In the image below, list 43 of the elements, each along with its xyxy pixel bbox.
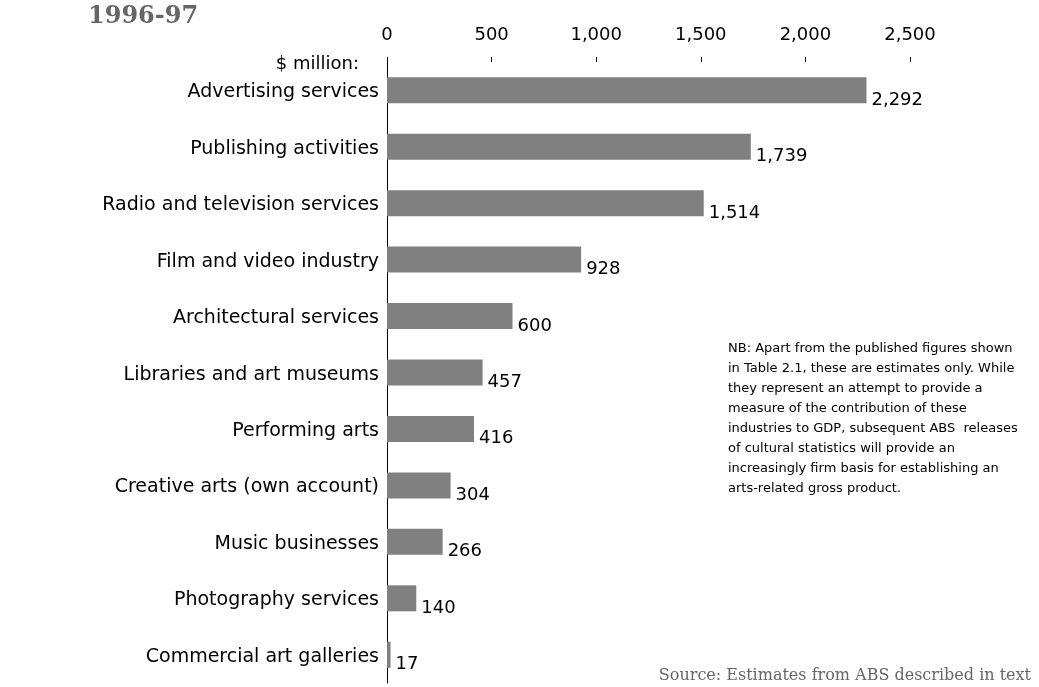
data-label: 266 <box>447 539 483 561</box>
annotation: Source: Estimates from ABS described in text <box>658 664 1032 684</box>
text: 1996-97 <box>88 0 199 29</box>
data-label: 1,739 <box>755 144 808 166</box>
x-tick-label: 2,500 <box>884 22 936 44</box>
x-tick-label: 0 <box>381 22 393 44</box>
x-tick-label: 500 <box>474 22 509 44</box>
data-label: 140 <box>421 595 456 617</box>
data-label: 416 <box>479 426 514 448</box>
annotation: NB: Apart from the published figures shown in Table 2.1, these are estimates only. While they represent an attempt to provide a measure of the contribution of these industries to GDP, subsequent ABS releases of cultural statistics will provide an increasingly firm basis for establishing an arts-related gross product. <box>728 339 1022 495</box>
bar <box>387 585 417 612</box>
data-label: 600 <box>517 313 552 335</box>
bar <box>387 303 513 330</box>
data-label: 17 <box>395 652 419 674</box>
y-tick-label: Advertising services <box>187 79 379 102</box>
x-tick-label: 1,000 <box>570 22 622 44</box>
bar <box>387 415 475 442</box>
x-tick-label: 1,500 <box>675 22 727 44</box>
y-tick-label: Commercial art galleries <box>145 643 379 666</box>
x-tick-label: 2,000 <box>779 22 832 44</box>
bar <box>387 77 867 104</box>
x-axis-title: $ million: <box>275 51 359 73</box>
data-label: 304 <box>455 482 490 504</box>
data-label: 457 <box>487 370 522 391</box>
y-tick-label: Creative arts (own account) <box>114 474 379 497</box>
y-tick-label: Libraries and art museums <box>123 361 379 384</box>
bar <box>387 472 451 499</box>
bar <box>387 641 391 668</box>
y-tick-label: Music businesses <box>214 530 379 553</box>
y-tick-label: Radio and television services <box>102 192 379 215</box>
data-label: 2,292 <box>871 87 924 109</box>
y-tick-label: Architectural services <box>173 305 379 328</box>
y-tick-label: Photography services <box>173 587 379 610</box>
bar <box>387 246 582 273</box>
y-tick-label: Film and video industry <box>156 248 379 271</box>
bar <box>387 133 751 160</box>
bar <box>387 359 483 386</box>
data-label: 1,514 <box>708 200 761 222</box>
bar <box>387 190 704 217</box>
y-tick-label: Performing arts <box>232 417 379 440</box>
bar <box>387 528 443 555</box>
data-label: 928 <box>586 257 621 279</box>
y-tick-label: Publishing activities <box>190 135 379 158</box>
